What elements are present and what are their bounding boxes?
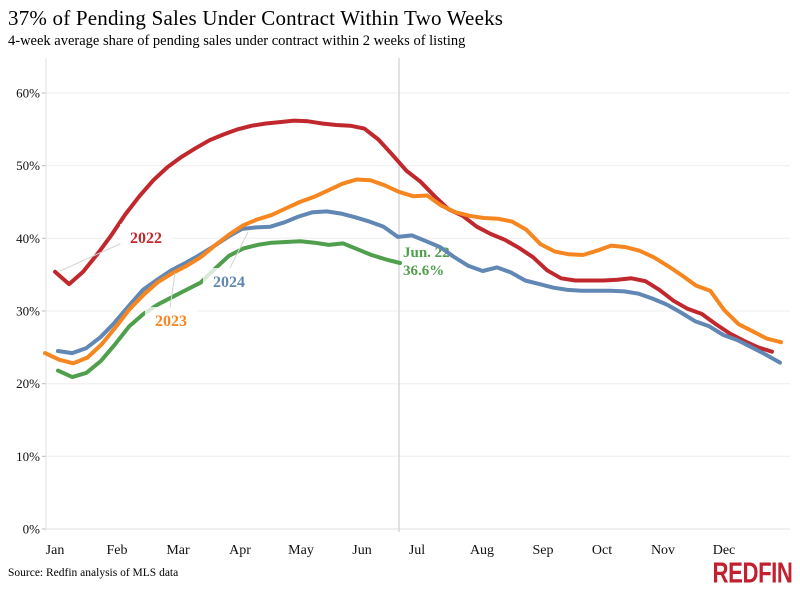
x-tick-label-mar: Mar <box>166 543 190 558</box>
x-tick-label-may: May <box>288 543 314 558</box>
label-box-2024 <box>203 268 255 292</box>
series-line-2025 <box>56 239 402 380</box>
annotation-value-label: 36.6% <box>403 263 444 279</box>
label-leader-2023 <box>169 272 176 309</box>
y-tick-label-10: 10% <box>16 449 40 464</box>
annotation-date-label: Jun. 22 <box>403 245 450 261</box>
source-note: Source: Redfin analysis of MLS data <box>8 567 179 579</box>
x-tick-label-oct: Oct <box>592 543 612 558</box>
page-subtitle: 4-week average share of pending sales un… <box>8 33 466 49</box>
x-tick-label-dec: Dec <box>713 543 736 558</box>
x-tick-label-apr: Apr <box>229 543 251 558</box>
x-tick-label-nov: Nov <box>651 543 675 558</box>
x-tick-label-aug: Aug <box>470 543 494 558</box>
label-leader-2024 <box>228 231 249 271</box>
label-box-2023 <box>145 307 197 331</box>
series-line-2024 <box>56 209 782 365</box>
y-tick-label-50: 50% <box>16 158 40 173</box>
y-tick-label-20: 20% <box>16 376 40 391</box>
x-tick-label-jan: Jan <box>46 543 65 558</box>
series-label-2024: 2024 <box>213 274 245 291</box>
y-tick-label-30: 30% <box>16 303 40 318</box>
x-tick-label-jul: Jul <box>409 543 425 558</box>
series-label-2023: 2023 <box>155 313 187 330</box>
page-title: 37% of Pending Sales Under Contract With… <box>8 6 504 30</box>
redfin-logo: REDFIN <box>712 557 792 589</box>
y-tick-label-60: 60% <box>16 85 40 100</box>
x-tick-label-sep: Sep <box>533 543 554 558</box>
series-line-2022 <box>53 118 774 354</box>
series-label-2022: 2022 <box>130 230 162 247</box>
label-box-2022 <box>120 224 172 248</box>
x-tick-label-feb: Feb <box>107 543 128 558</box>
series-line-2023 <box>43 177 783 366</box>
y-tick-label-40: 40% <box>16 231 40 246</box>
x-tick-label-jun: Jun <box>352 543 371 558</box>
y-tick-label-0: 0% <box>23 522 41 537</box>
label-leader-2022 <box>59 242 123 272</box>
